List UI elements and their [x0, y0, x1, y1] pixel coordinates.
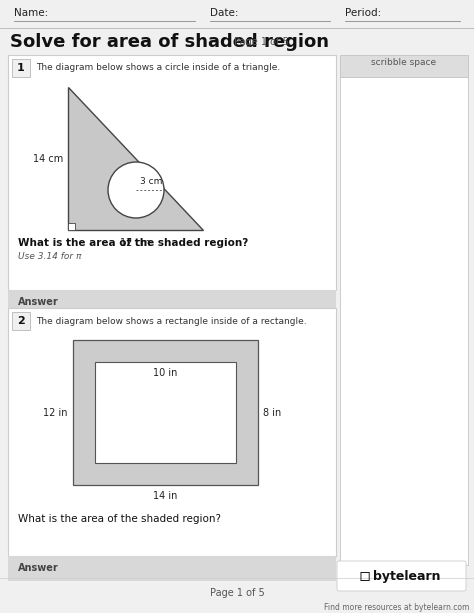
- Text: Use 3.14 for π: Use 3.14 for π: [18, 252, 82, 261]
- Text: 12 in: 12 in: [44, 408, 68, 417]
- Text: Page 1 of 5: Page 1 of 5: [234, 37, 289, 47]
- Polygon shape: [68, 87, 203, 230]
- Text: Period:: Period:: [345, 8, 381, 18]
- Text: 2: 2: [17, 316, 25, 326]
- Bar: [340, 77, 468, 565]
- Text: Solve for area of shaded region: Solve for area of shaded region: [10, 33, 329, 51]
- Text: scribble space: scribble space: [372, 58, 437, 67]
- Text: Date:: Date:: [210, 8, 238, 18]
- Text: 8 in: 8 in: [263, 408, 281, 417]
- Text: 14 cm: 14 cm: [33, 153, 63, 164]
- Text: ◽: ◽: [359, 567, 371, 585]
- Bar: [8, 308, 336, 556]
- FancyBboxPatch shape: [337, 561, 466, 591]
- Text: The diagram below shows a rectangle inside of a rectangle.: The diagram below shows a rectangle insi…: [36, 316, 307, 326]
- Text: What is the area of the shaded region?: What is the area of the shaded region?: [18, 238, 248, 248]
- Text: Answer: Answer: [18, 563, 59, 573]
- Bar: [12, 59, 30, 77]
- Bar: [95, 362, 236, 463]
- Bar: [340, 55, 468, 77]
- Text: The diagram below shows a circle inside of a triangle.: The diagram below shows a circle inside …: [36, 64, 280, 72]
- Circle shape: [108, 162, 164, 218]
- Bar: [68, 223, 75, 230]
- Text: 3 cm: 3 cm: [140, 177, 163, 186]
- Bar: [8, 290, 336, 315]
- Text: 12 cm: 12 cm: [120, 238, 151, 248]
- Text: 10 in: 10 in: [153, 368, 178, 378]
- Text: Name:: Name:: [14, 8, 48, 18]
- Bar: [8, 55, 336, 290]
- Text: 1: 1: [17, 63, 25, 73]
- Text: Answer: Answer: [18, 297, 59, 307]
- Text: Page 1 of 5: Page 1 of 5: [210, 588, 264, 598]
- Text: 14 in: 14 in: [153, 491, 178, 501]
- Bar: [12, 312, 30, 330]
- Text: bytelearn: bytelearn: [373, 570, 440, 583]
- Bar: [8, 556, 336, 581]
- Text: Find more resources at bytelearn.com: Find more resources at bytelearn.com: [324, 603, 469, 612]
- Bar: [73, 340, 258, 485]
- Text: What is the area of the shaded region?: What is the area of the shaded region?: [18, 514, 221, 524]
